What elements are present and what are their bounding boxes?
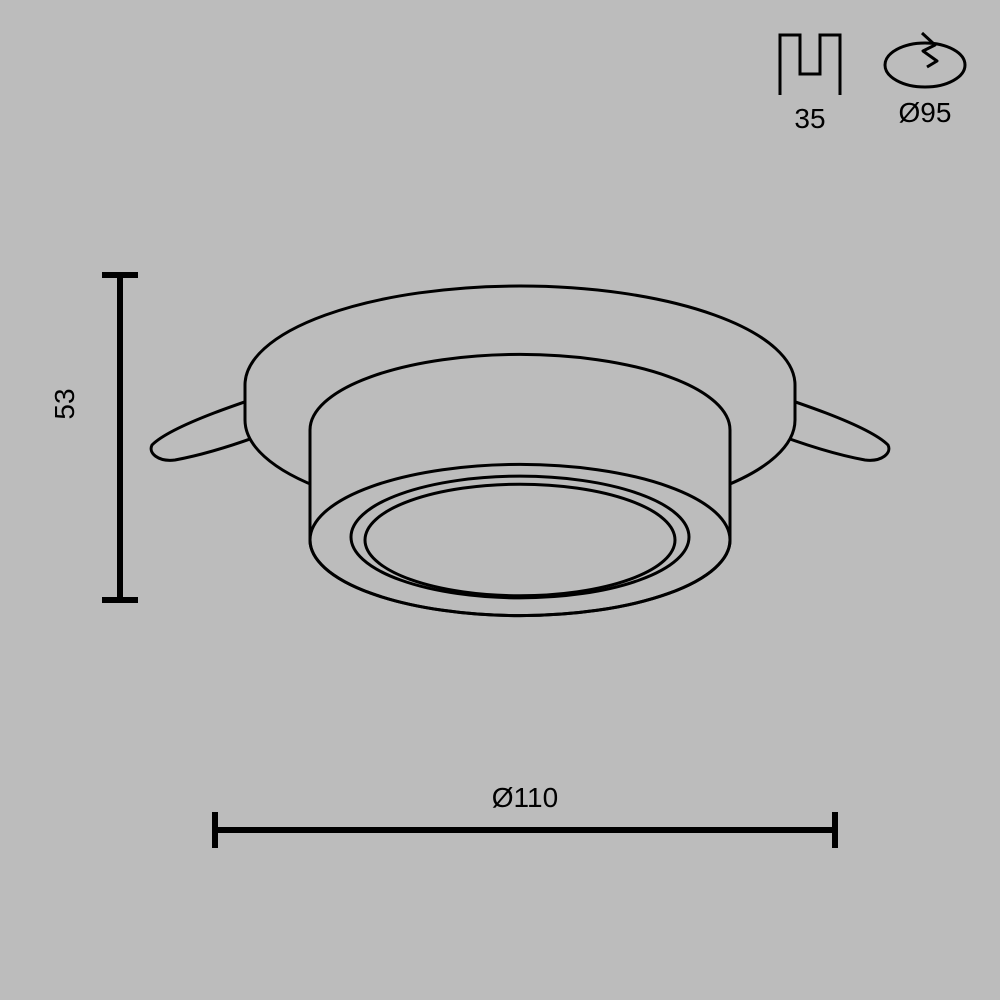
cutout-diameter-label: Ø95 [890, 97, 960, 129]
diameter-dimension-label: Ø110 [485, 782, 565, 814]
diagram-canvas: 53 Ø110 35 Ø95 [0, 0, 1000, 1000]
recess-depth-label: 35 [780, 103, 840, 135]
height-dimension-label: 53 [49, 384, 81, 424]
diagram-svg [0, 0, 1000, 1000]
